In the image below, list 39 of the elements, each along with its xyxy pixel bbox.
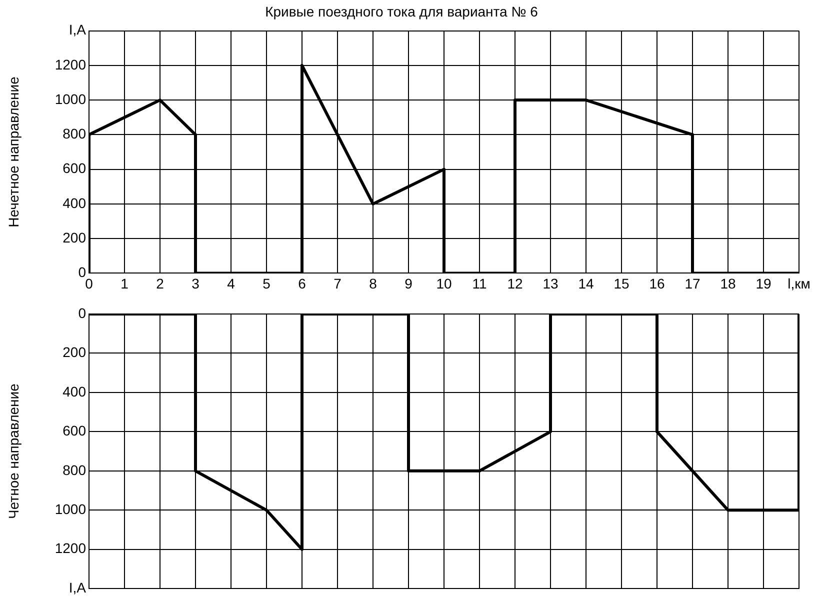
x-tick-label: 11 [472, 275, 487, 292]
y-tick-label: 400 [62, 194, 86, 211]
y-tick-label: 1000 [54, 501, 86, 517]
y-axis-title: Нечетное направление [5, 76, 22, 228]
x-tick-label: 13 [542, 275, 558, 292]
x-tick-label: 1 [120, 275, 129, 292]
y-tick-label: 600 [62, 422, 86, 439]
y-tick-label: 400 [62, 383, 86, 400]
x-tick-label: 14 [578, 275, 594, 292]
y-tick-label: I,A [68, 579, 87, 596]
x-tick-label: 4 [227, 275, 236, 292]
y-tick-label: 600 [62, 160, 86, 176]
x-tick-label: 3 [192, 275, 200, 292]
y-axis-title: Четное направление [5, 383, 22, 519]
x-tick-label: 6 [298, 275, 306, 292]
y-tick-label: 0 [78, 264, 86, 280]
x-tick-label: 18 [720, 275, 736, 292]
x-tick-label: 16 [649, 275, 665, 292]
y-tick-label: 0 [78, 304, 86, 321]
x-tick-label: l,км [788, 275, 810, 292]
x-tick-label: 8 [369, 275, 378, 292]
y-tick-label: I,A [68, 22, 87, 38]
x-tick-label: 9 [404, 275, 413, 292]
y-tick-label: 800 [62, 462, 86, 478]
y-tick-label: 1200 [54, 56, 86, 72]
y-tick-label: 200 [62, 344, 86, 360]
y-tick-label: 800 [62, 126, 86, 142]
x-tick-label: 2 [156, 275, 164, 292]
y-tick-label: 1000 [54, 90, 86, 107]
x-tick-label: 10 [436, 275, 452, 292]
x-tick-label: 15 [614, 275, 630, 292]
x-tick-label: 7 [334, 275, 342, 292]
x-tick-label: 5 [262, 275, 271, 292]
chart-title: Кривые поездного тока для варианта № 6 [265, 3, 538, 20]
x-tick-label: 19 [756, 275, 772, 292]
x-tick-label: 12 [507, 275, 523, 292]
y-tick-label: 1200 [54, 540, 86, 556]
x-tick-label: 17 [684, 275, 700, 292]
y-tick-label: 200 [62, 229, 86, 246]
